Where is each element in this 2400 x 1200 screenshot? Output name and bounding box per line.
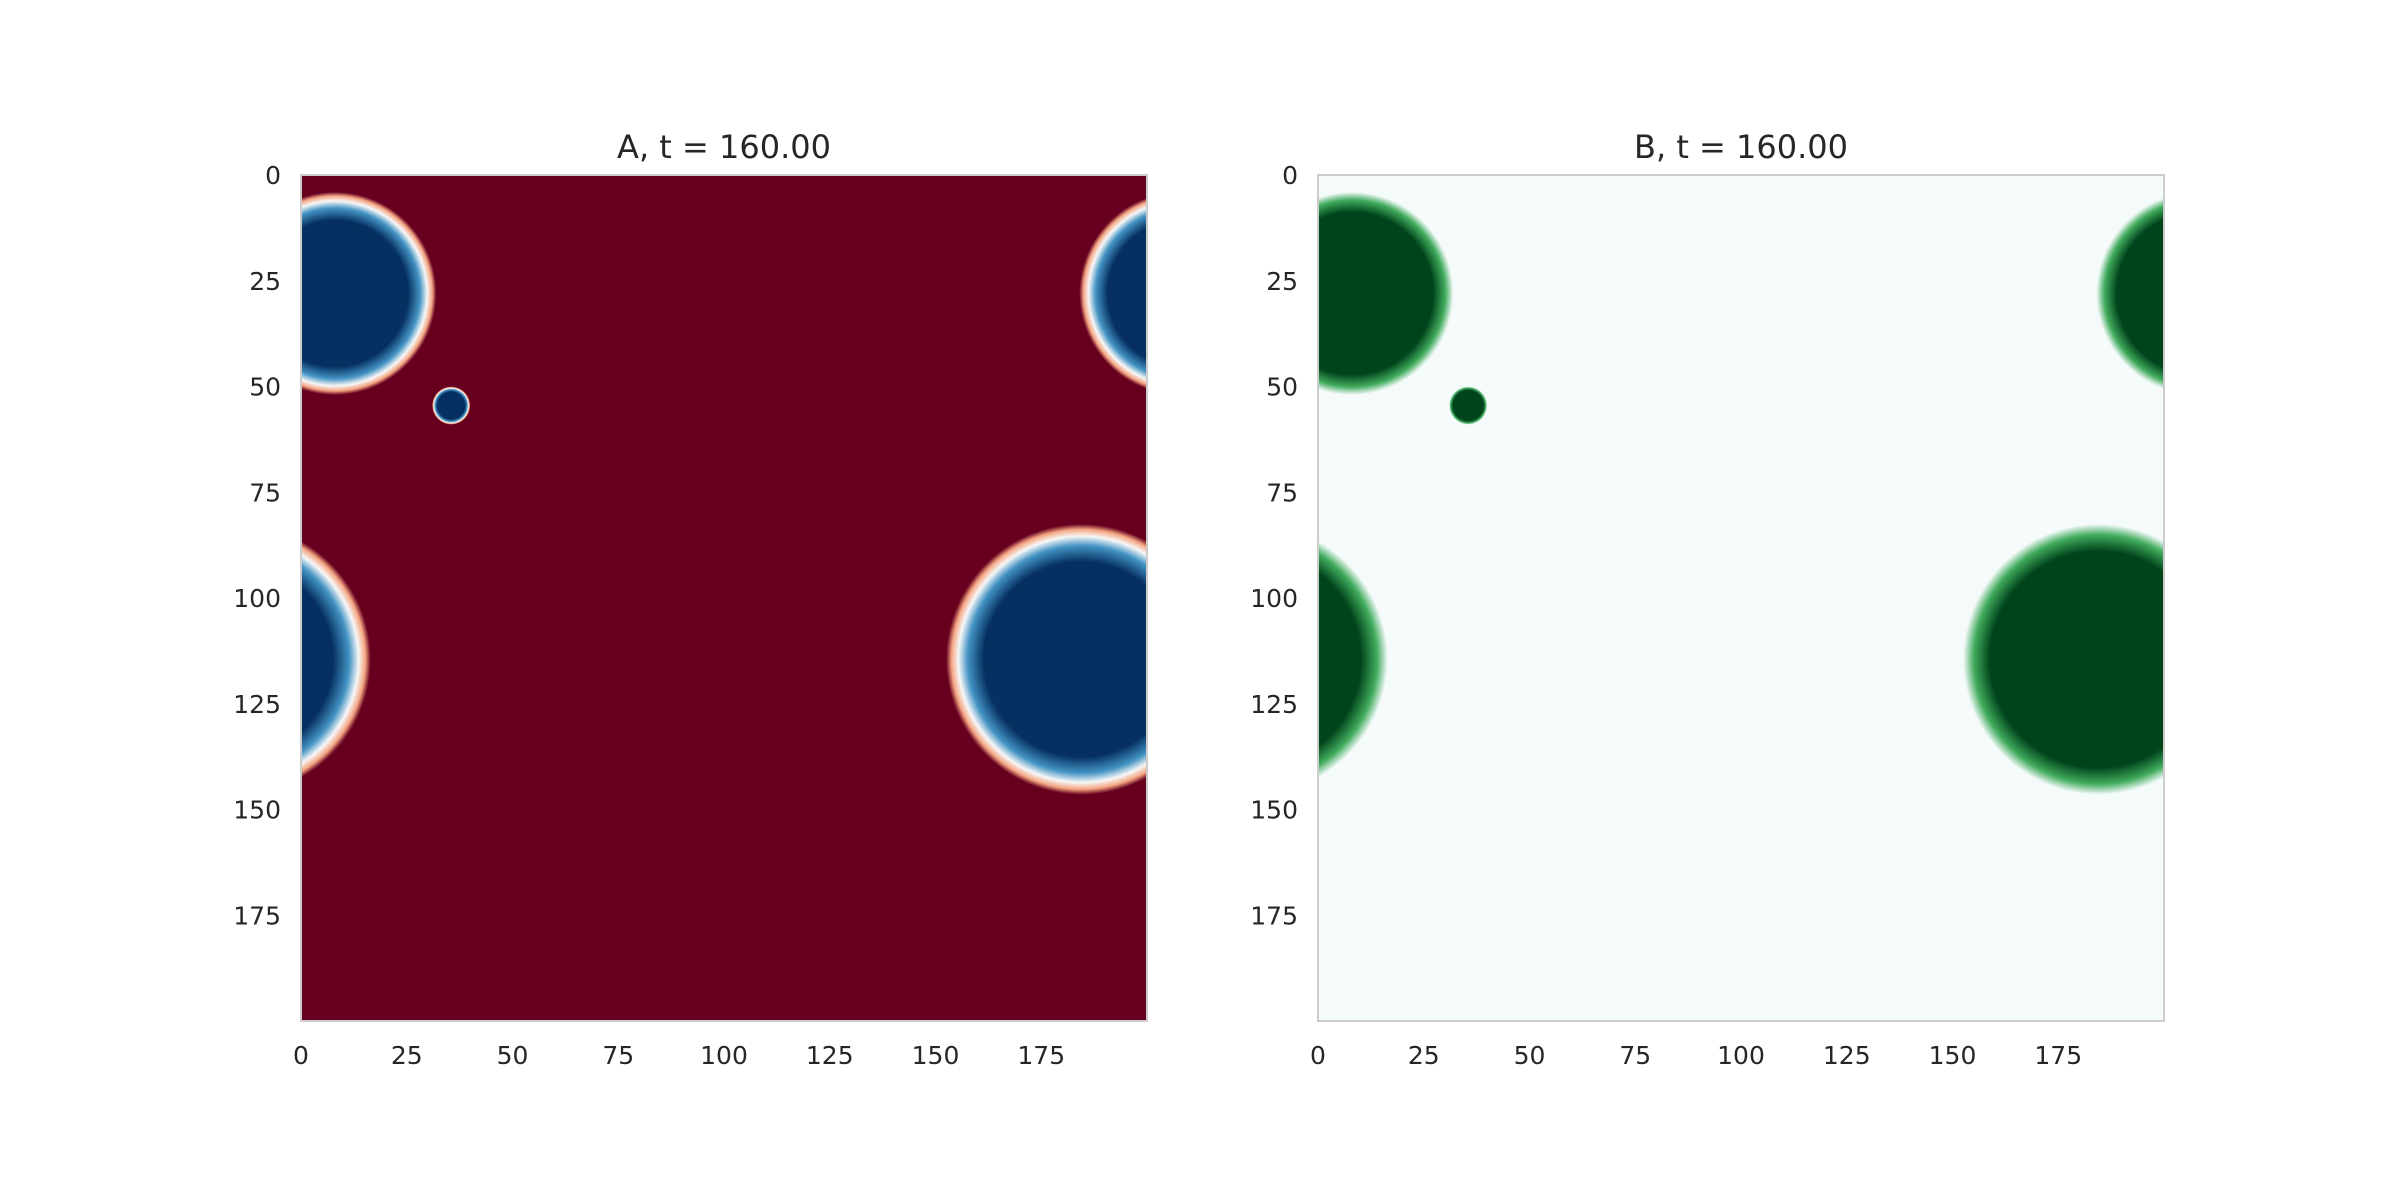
x-tick-label: 100 — [700, 1041, 748, 1070]
y-tick-label: 50 — [1266, 373, 1298, 402]
spot — [301, 540, 371, 778]
y-tick-label: 0 — [265, 161, 281, 190]
x-tick-label: 75 — [1619, 1041, 1651, 1070]
y-tick-label: 50 — [249, 373, 281, 402]
spot — [1318, 191, 1454, 395]
y-tick-label: 175 — [1250, 901, 1298, 930]
spot — [301, 191, 437, 395]
y-tick-label: 100 — [1250, 584, 1298, 613]
x-tick-label: 75 — [602, 1041, 634, 1070]
x-tick-label: 50 — [497, 1041, 529, 1070]
x-tick-label: 100 — [1717, 1041, 1765, 1070]
y-tick-label: 0 — [1282, 161, 1298, 190]
y-tick-label: 125 — [233, 690, 281, 719]
spot — [1318, 540, 1388, 778]
spot — [1963, 524, 2164, 795]
x-tick-label: 175 — [2034, 1041, 2082, 1070]
x-tick-label: 25 — [391, 1041, 423, 1070]
y-tick-label: 75 — [1266, 478, 1298, 507]
x-tick-label: 0 — [1310, 1041, 1326, 1070]
x-tick-label: 0 — [293, 1041, 309, 1070]
y-tick-label: 75 — [249, 478, 281, 507]
heatmap-image — [301, 175, 1147, 1021]
spot — [432, 386, 471, 425]
y-tick-label: 125 — [1250, 690, 1298, 719]
panel-title: B, t = 160.00 — [1634, 128, 1848, 166]
spot — [1449, 386, 1488, 425]
x-tick-label: 150 — [912, 1041, 960, 1070]
x-tick-label: 25 — [1408, 1041, 1440, 1070]
y-tick-label: 100 — [233, 584, 281, 613]
x-tick-label: 50 — [1514, 1041, 1546, 1070]
y-tick-label: 175 — [233, 901, 281, 930]
panel-title: A, t = 160.00 — [617, 128, 831, 166]
axes-frame — [300, 174, 1148, 1022]
x-tick-label: 150 — [1929, 1041, 1977, 1070]
axes-frame — [1317, 174, 2165, 1022]
spot — [946, 524, 1147, 795]
y-tick-label: 25 — [249, 267, 281, 296]
y-tick-label: 150 — [233, 796, 281, 825]
x-tick-label: 175 — [1017, 1041, 1065, 1070]
spot — [2096, 197, 2164, 390]
x-tick-label: 125 — [806, 1041, 854, 1070]
y-tick-label: 150 — [1250, 796, 1298, 825]
spot — [1079, 197, 1147, 390]
panel-a: A, t = 160.00 0 25 50 75 100 125 150 175 0 25 50 75 1… — [233, 128, 1148, 1070]
panel-b: B, t = 160.00 0 25 50 75 100 125 150 175 0 25 50 75 1… — [1250, 128, 2165, 1070]
y-tick-label: 25 — [1266, 267, 1298, 296]
heatmap-image — [1318, 175, 2164, 1021]
x-tick-label: 125 — [1823, 1041, 1871, 1070]
